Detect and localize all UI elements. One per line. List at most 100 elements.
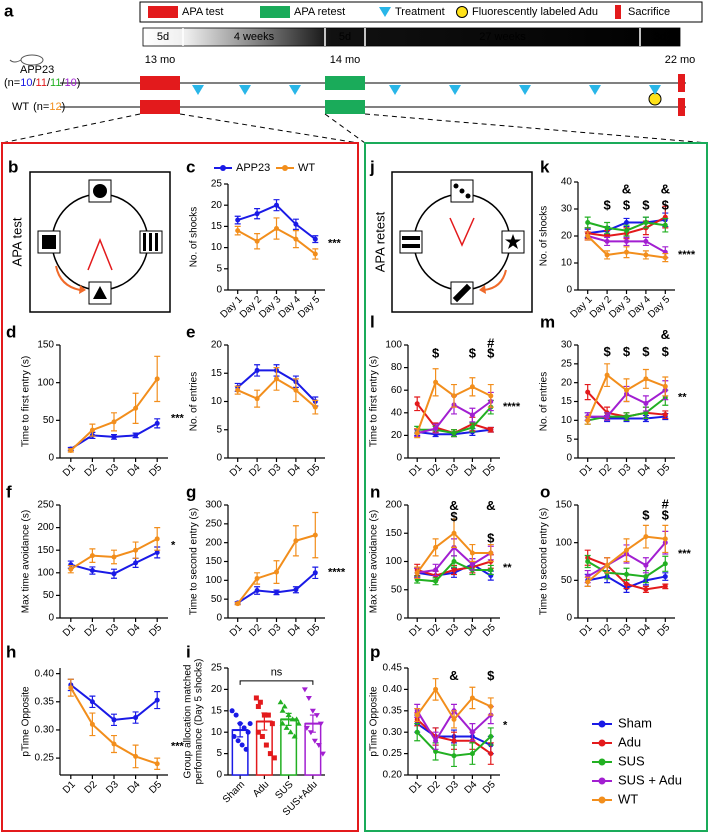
x-tick-label: D1 (578, 622, 595, 639)
panel-label: d (6, 322, 16, 341)
count-piece: / (32, 77, 36, 89)
y-axis-label: Time to second entry (s) (189, 508, 200, 615)
data-point (257, 699, 263, 705)
x-tick-label: D4 (463, 622, 480, 639)
annotation: $ (662, 198, 670, 213)
data-point (154, 536, 160, 542)
apa-test-frame (1, 142, 359, 832)
data-point (469, 695, 475, 701)
data-point (469, 561, 475, 567)
data-point (604, 372, 610, 378)
x-tick-label: D1 (228, 462, 245, 479)
y-axis-label: Group allocation matched (183, 665, 194, 779)
data-point (263, 742, 269, 748)
data-point (662, 222, 668, 228)
panel-label: i (186, 642, 191, 661)
legend-marker (220, 165, 226, 171)
y-tick-label: 250 (205, 518, 222, 529)
y-tick-label: 150 (555, 500, 572, 511)
data-point (235, 217, 241, 223)
x-tick-label: D5 (481, 779, 498, 796)
y-tick-label: 0 (566, 613, 572, 624)
x-tick-label: D1 (61, 462, 78, 479)
y-axis-label: Time to first entry (s) (21, 356, 32, 447)
significance: **** (678, 249, 696, 261)
x-tick-label: D2 (83, 622, 100, 639)
y-tick-label: 0.35 (383, 705, 403, 716)
data-point (469, 384, 475, 390)
data-point (414, 401, 420, 407)
count-piece: 10 (65, 77, 77, 89)
y-tick-label: 50 (43, 590, 55, 601)
data-point (303, 725, 310, 731)
annotation: & (661, 327, 670, 342)
y-tick-label: 0 (396, 613, 402, 624)
x-tick-label: D2 (247, 622, 264, 639)
panel-label: f (6, 482, 12, 501)
treatment-mark (239, 85, 251, 95)
data-point (133, 560, 139, 566)
y-tick-label: 5 (566, 434, 572, 445)
data-point (68, 447, 74, 453)
period-label: 27 weeks (479, 31, 526, 43)
data-point (317, 721, 324, 727)
y-tick-label: 0.35 (35, 696, 55, 707)
y-tick-label: 0.30 (383, 727, 403, 738)
significance: ** (678, 392, 687, 404)
annotation: $ (469, 345, 477, 360)
y-tick-label: 40 (561, 177, 573, 188)
data-point (451, 716, 457, 722)
data-point (451, 753, 457, 759)
data-point (133, 753, 139, 759)
data-point (433, 426, 439, 432)
arena-diagram (391, 171, 533, 313)
x-tick-label: Sham (221, 779, 247, 805)
data-point (89, 427, 95, 433)
count-piece: ) (62, 101, 66, 113)
data-point (89, 721, 95, 727)
y-tick-label: 200 (385, 500, 402, 511)
data-point (469, 424, 475, 430)
y-tick-label: 100 (37, 377, 54, 388)
data-point (414, 729, 420, 735)
data-point (68, 566, 74, 572)
data-point (312, 532, 318, 538)
data-point (245, 729, 251, 735)
legend-label: Fluorescently labeled Adu (472, 6, 598, 18)
data-point (154, 761, 160, 767)
apa-test-block (140, 100, 180, 114)
data-point (312, 251, 318, 257)
bar (280, 718, 298, 776)
panel-label: g (186, 482, 196, 501)
y-tick-label: 40 (391, 407, 403, 418)
data-point (624, 581, 629, 587)
y-tick-label: 15 (211, 221, 223, 232)
treatment-mark (192, 85, 204, 95)
period-label: 4 weeks (234, 31, 275, 43)
data-point (274, 226, 279, 232)
data-point (133, 432, 139, 438)
x-tick-label: Adu (251, 779, 271, 799)
annotation: $ (603, 344, 611, 359)
x-tick-label: D3 (267, 462, 284, 479)
x-tick-label: D2 (597, 622, 614, 639)
data-point (237, 721, 243, 727)
data-point (154, 376, 160, 382)
x-tick-label: D2 (426, 779, 443, 796)
data-point (604, 562, 610, 568)
y-tick-label: 100 (555, 537, 572, 548)
data-point (235, 738, 241, 744)
legend-marker (598, 720, 606, 728)
data-point (243, 746, 249, 752)
data-point (255, 704, 261, 710)
data-point (469, 550, 475, 556)
data-point (312, 404, 318, 410)
annotation: & (486, 498, 495, 513)
data-point (241, 725, 247, 731)
significance: *** (171, 413, 185, 425)
count-piece: ) (77, 77, 81, 89)
y-tick-label: 20 (211, 200, 223, 211)
legend-label: WT (618, 791, 638, 806)
annotation: $ (662, 344, 670, 359)
annotation: $ (662, 508, 670, 523)
